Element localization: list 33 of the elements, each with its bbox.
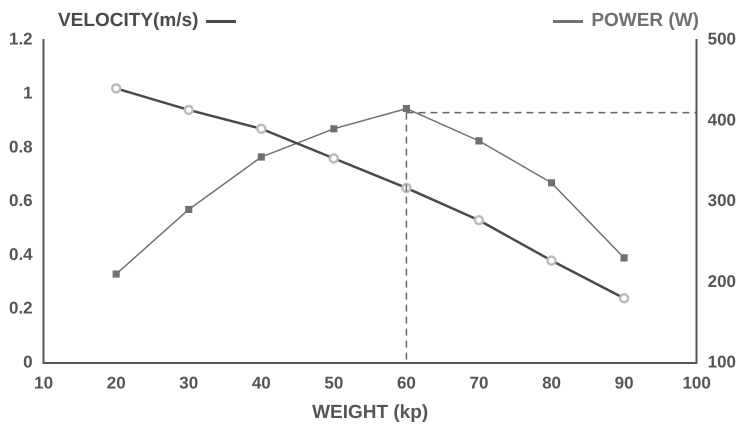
x-tick-label: 50 (324, 374, 344, 393)
y2-tick-label: 500 (708, 30, 736, 49)
point (258, 153, 265, 161)
y-tick-label: 1.2 (8, 30, 33, 49)
y-tick-label: 0.4 (8, 244, 34, 264)
x-tick-label: 100 (682, 374, 711, 393)
y-tick-label: 0 (23, 352, 33, 372)
x-tick-label: 30 (179, 374, 198, 393)
x-tick-label: 90 (614, 374, 634, 393)
point (620, 254, 628, 262)
y2-tick-label: 100 (708, 352, 736, 372)
y2-tick-label: 200 (708, 272, 736, 291)
y2-tick-label: 300 (708, 191, 736, 210)
y-tick-label: 1 (23, 83, 33, 102)
point (185, 206, 192, 214)
x-tick-label: 20 (106, 374, 126, 393)
y-tick-label: 0.8 (8, 137, 33, 156)
text: VELOCITY(m/s) (58, 10, 198, 32)
x-tick-label: 80 (542, 374, 561, 393)
point (330, 125, 338, 132)
x-tick-label: 40 (252, 374, 271, 393)
x-tick-label: 60 (396, 374, 416, 393)
point (548, 179, 556, 186)
point (112, 270, 120, 278)
x-axis-title: WEIGHT (kp) (312, 402, 428, 423)
y-tick-label: 0.2 (8, 298, 33, 318)
legend-label: POWER (W) (591, 10, 699, 32)
point (475, 137, 483, 144)
y2-tick-label: 400 (708, 110, 736, 130)
x-tick-label: 10 (34, 374, 54, 393)
y-tick-label: 0.6 (8, 191, 33, 210)
x-tick-label: 70 (470, 374, 488, 393)
point (402, 105, 410, 112)
